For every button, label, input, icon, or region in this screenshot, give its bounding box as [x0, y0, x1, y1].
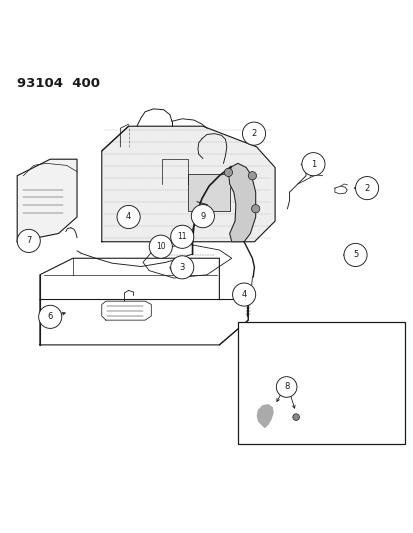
Circle shape [149, 235, 172, 259]
Circle shape [355, 176, 378, 200]
Bar [237, 322, 404, 444]
Circle shape [248, 172, 256, 180]
Text: 4: 4 [126, 213, 131, 222]
Text: 5: 5 [352, 251, 357, 260]
Circle shape [242, 122, 265, 145]
Bar [188, 174, 229, 211]
Circle shape [170, 256, 193, 279]
Polygon shape [17, 159, 77, 242]
Text: 10: 10 [156, 242, 165, 251]
Polygon shape [257, 405, 272, 427]
Text: 7: 7 [26, 237, 31, 245]
Text: 4: 4 [241, 290, 246, 299]
Text: 1: 1 [310, 160, 315, 168]
Text: 2: 2 [363, 183, 369, 192]
Circle shape [191, 205, 214, 228]
Circle shape [232, 283, 255, 306]
Polygon shape [228, 163, 255, 242]
Circle shape [38, 305, 62, 328]
Text: 9: 9 [200, 212, 205, 221]
Circle shape [343, 244, 366, 266]
Polygon shape [102, 126, 274, 242]
Text: 8: 8 [283, 383, 289, 391]
Circle shape [301, 152, 324, 176]
Circle shape [117, 205, 140, 229]
Circle shape [275, 377, 296, 397]
Circle shape [170, 225, 193, 248]
Circle shape [224, 168, 232, 176]
Text: 3: 3 [179, 263, 185, 272]
Circle shape [17, 229, 40, 253]
Text: 2: 2 [251, 129, 256, 138]
Circle shape [292, 414, 299, 421]
Text: 93104  400: 93104 400 [17, 77, 100, 90]
Text: 11: 11 [177, 232, 187, 241]
Text: 6: 6 [47, 312, 53, 321]
Circle shape [251, 205, 259, 213]
